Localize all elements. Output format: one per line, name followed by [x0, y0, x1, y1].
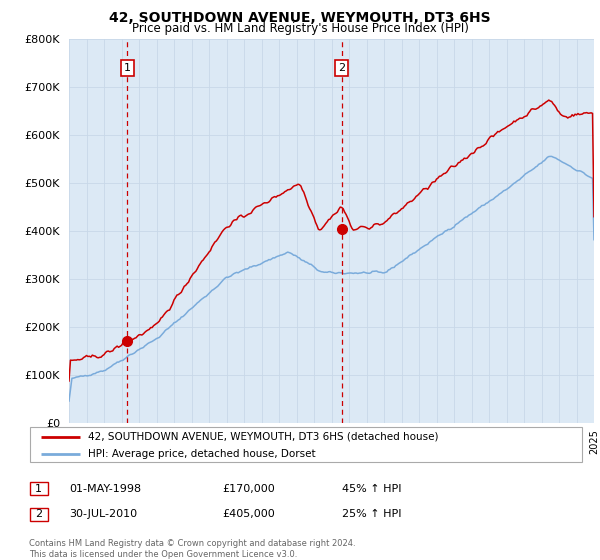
Bar [127, 39, 341, 423]
Text: 1: 1 [124, 63, 131, 73]
Text: 42, SOUTHDOWN AVENUE, WEYMOUTH, DT3 6HS (detached house): 42, SOUTHDOWN AVENUE, WEYMOUTH, DT3 6HS … [88, 432, 439, 442]
Text: Price paid vs. HM Land Registry's House Price Index (HPI): Price paid vs. HM Land Registry's House … [131, 22, 469, 35]
Text: 42, SOUTHDOWN AVENUE, WEYMOUTH, DT3 6HS: 42, SOUTHDOWN AVENUE, WEYMOUTH, DT3 6HS [109, 11, 491, 25]
Text: HPI: Average price, detached house, Dorset: HPI: Average price, detached house, Dors… [88, 449, 316, 459]
Text: 45% ↑ HPI: 45% ↑ HPI [342, 484, 401, 494]
Text: £405,000: £405,000 [222, 509, 275, 519]
Text: 1: 1 [35, 484, 42, 494]
Text: 01-MAY-1998: 01-MAY-1998 [69, 484, 141, 494]
Text: Contains HM Land Registry data © Crown copyright and database right 2024.
This d: Contains HM Land Registry data © Crown c… [29, 539, 355, 559]
Text: 25% ↑ HPI: 25% ↑ HPI [342, 509, 401, 519]
Text: 2: 2 [35, 509, 42, 519]
Text: £170,000: £170,000 [222, 484, 275, 494]
FancyBboxPatch shape [30, 507, 47, 521]
FancyBboxPatch shape [30, 482, 47, 496]
FancyBboxPatch shape [30, 427, 582, 462]
Text: 30-JUL-2010: 30-JUL-2010 [69, 509, 137, 519]
Text: 2: 2 [338, 63, 345, 73]
